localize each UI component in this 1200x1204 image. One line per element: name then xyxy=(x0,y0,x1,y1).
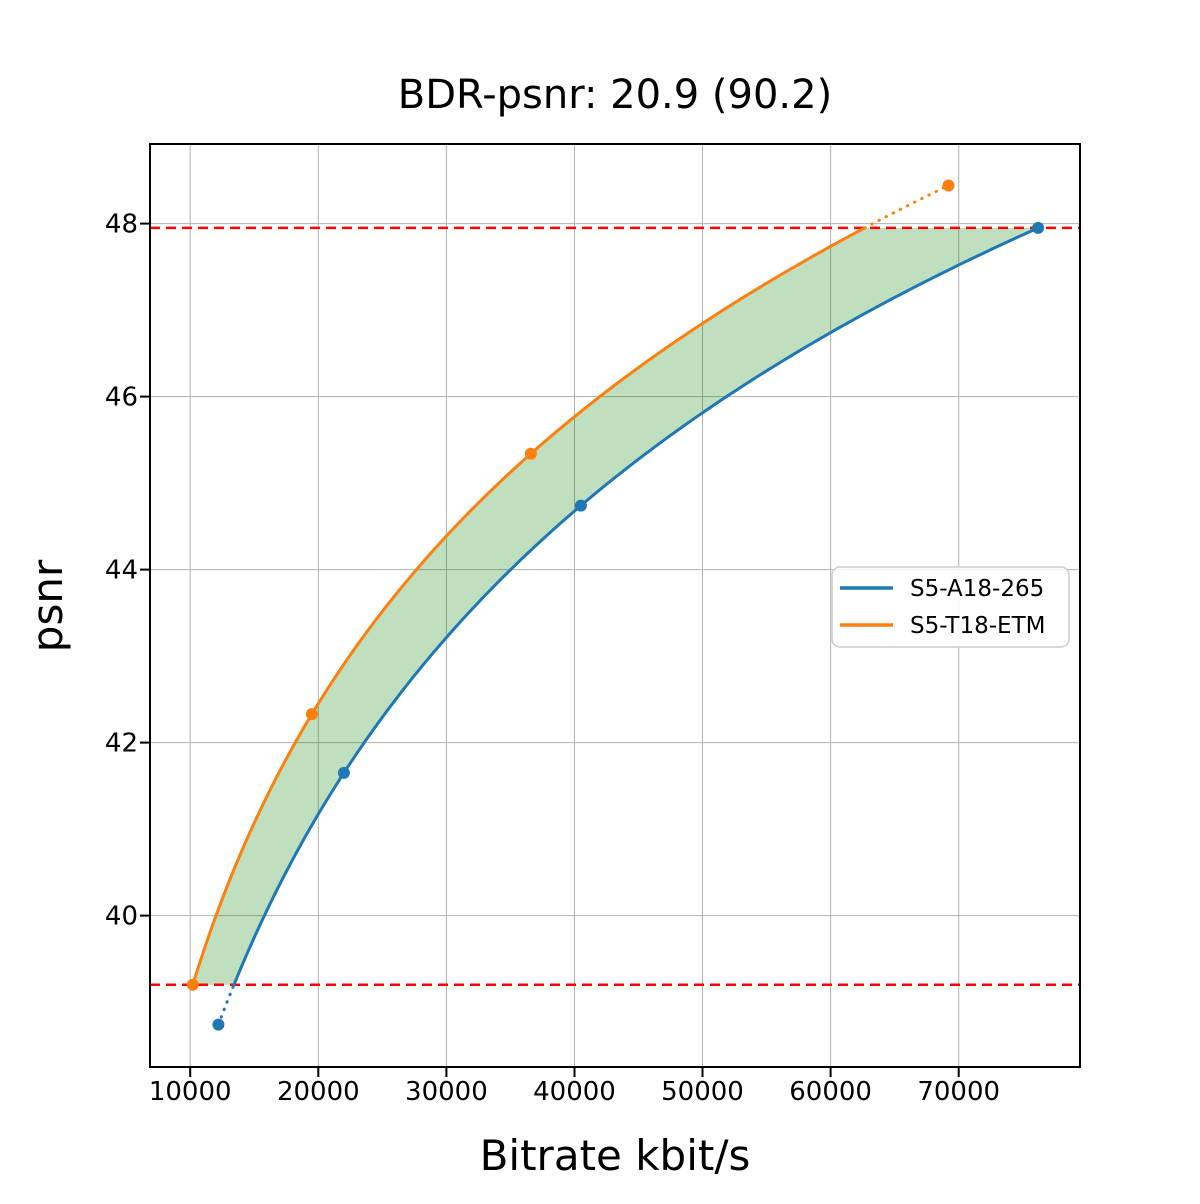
x-tick-label: 50000 xyxy=(661,1077,744,1107)
plot-area-frame xyxy=(149,143,1081,1068)
data-point-marker xyxy=(305,708,318,721)
y-axis-label: psnr xyxy=(23,559,72,652)
x-tick-label: 20000 xyxy=(277,1077,360,1107)
y-tick-label: 40 xyxy=(105,902,138,932)
data-point-marker xyxy=(574,499,587,512)
legend-label-series-0: S5-A18-265 xyxy=(910,576,1044,602)
series-curve-solid xyxy=(191,226,867,987)
series-curve-solid xyxy=(232,226,1040,987)
y-tick-label: 46 xyxy=(105,383,138,413)
x-tick-label: 10000 xyxy=(149,1077,232,1107)
reference-lines-layer xyxy=(150,226,1080,987)
x-axis-label: Bitrate kbit/s xyxy=(480,1131,751,1180)
x-tick-label: 40000 xyxy=(533,1077,616,1107)
legend: S5-A18-265 S5-T18-ETM xyxy=(831,566,1070,648)
ticks-layer: 10000 20000 30000 40000 50000 60000 70000 40 42 4… xyxy=(105,210,1000,1107)
data-point-marker xyxy=(524,447,537,460)
data-point-marker xyxy=(942,179,955,192)
data-point-marker xyxy=(1032,221,1045,234)
y-tick-label: 42 xyxy=(105,729,138,759)
x-tick-label: 70000 xyxy=(917,1077,1000,1107)
data-point-marker xyxy=(212,1018,225,1031)
chart-title: BDR-psnr: 20.9 (90.2) xyxy=(398,72,832,118)
series-curve-dotted xyxy=(863,184,950,230)
legend-label-series-1: S5-T18-ETM xyxy=(910,613,1045,639)
x-tick-label: 60000 xyxy=(789,1077,872,1107)
series-curves-layer xyxy=(186,179,1045,1031)
x-tick-label: 30000 xyxy=(405,1077,488,1107)
y-tick-label: 44 xyxy=(105,556,138,586)
y-tick-label: 48 xyxy=(105,210,138,240)
series-curve-dotted xyxy=(216,983,236,1027)
data-point-marker xyxy=(186,978,199,991)
data-point-marker xyxy=(337,766,350,779)
